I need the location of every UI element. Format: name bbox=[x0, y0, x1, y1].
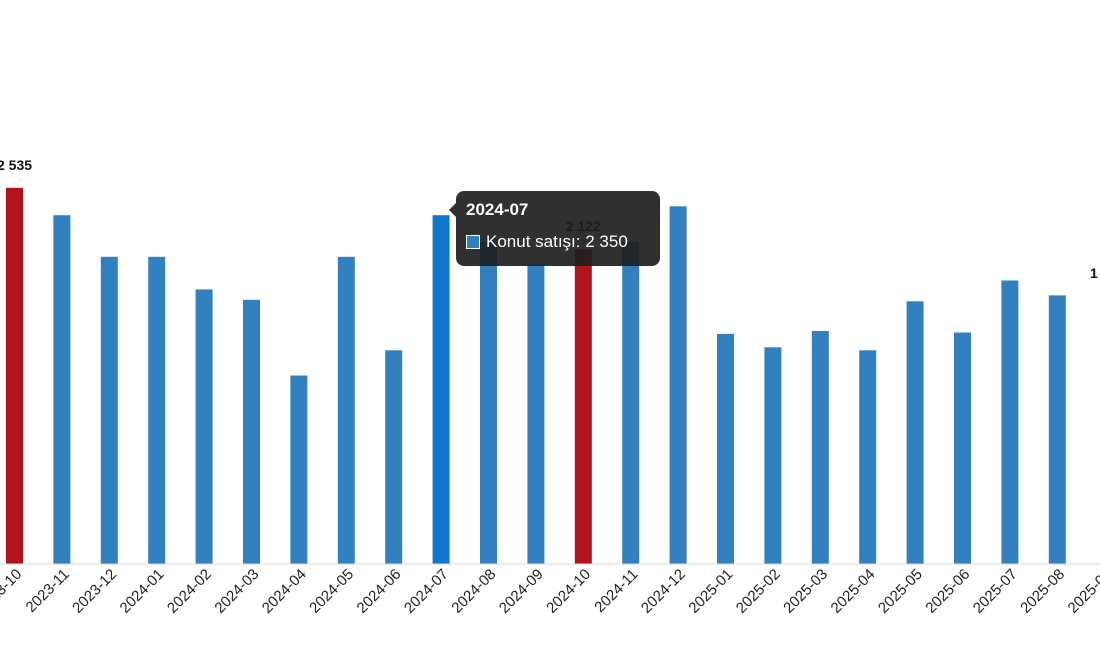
tooltip-row: Konut satışı: 2 350 bbox=[466, 232, 650, 252]
bar-2023-11[interactable] bbox=[53, 215, 71, 564]
bar-2024-10[interactable] bbox=[574, 249, 592, 564]
bar-2025-02[interactable] bbox=[764, 347, 782, 564]
tooltip-swatch bbox=[466, 235, 480, 249]
bar-2025-04[interactable] bbox=[859, 350, 877, 564]
x-tick-label-2025-08: 2025-08 bbox=[1017, 566, 1068, 617]
x-tick-label-2024-11: 2024-11 bbox=[591, 566, 641, 616]
bar-2023-10[interactable] bbox=[6, 187, 23, 565]
x-tick-label-2024-06: 2024-06 bbox=[354, 566, 405, 617]
x-tick-label-2023-12: 2023-12 bbox=[69, 566, 120, 617]
bar-2025-06[interactable] bbox=[954, 332, 971, 565]
tooltip-title: 2024-07 bbox=[466, 200, 529, 219]
tooltip-value: 2 350 bbox=[585, 232, 628, 251]
bar-2024-03[interactable] bbox=[243, 299, 260, 564]
x-tick-labels-group: 2023-102023-112023-122024-012024-022024-… bbox=[0, 566, 1100, 617]
x-tick-label-2025-04: 2025-04 bbox=[828, 566, 879, 617]
x-tick-label-2025-06: 2025-06 bbox=[922, 566, 973, 617]
bar-2025-03[interactable] bbox=[811, 331, 829, 564]
x-tick-label-2025-05: 2025-05 bbox=[875, 566, 926, 617]
bar-2025-07[interactable] bbox=[1001, 280, 1019, 565]
bar-2025-01[interactable] bbox=[717, 333, 734, 564]
x-tick-label-2024-01: 2024-01 bbox=[117, 566, 168, 617]
data-label-2025-09: 1 bbox=[1090, 265, 1098, 281]
bar-2024-08[interactable] bbox=[480, 241, 497, 564]
x-tick-label-2024-10: 2024-10 bbox=[543, 566, 594, 617]
bar-2024-07[interactable] bbox=[432, 215, 450, 564]
data-label-2023-10: 2 535 bbox=[0, 157, 32, 173]
bar-2024-06[interactable] bbox=[385, 350, 403, 564]
x-tick-label-2024-07: 2024-07 bbox=[401, 566, 452, 617]
x-tick-label-2024-03: 2024-03 bbox=[211, 566, 262, 617]
x-tick-label-2025-09: 2025-09 bbox=[1065, 566, 1100, 617]
tooltip: 2024-07 Konut satışı: 2 350 bbox=[449, 191, 660, 266]
x-tick-label-2023-10: 2023-10 bbox=[0, 566, 25, 617]
bar-2024-11[interactable] bbox=[622, 241, 640, 564]
bar-2025-08[interactable] bbox=[1048, 295, 1066, 564]
x-tick-label-2024-05: 2024-05 bbox=[306, 566, 357, 617]
bar-2023-12[interactable] bbox=[100, 256, 118, 564]
bars-group bbox=[6, 187, 1066, 565]
bar-2024-02[interactable] bbox=[195, 289, 213, 564]
x-tick-label-2025-07: 2025-07 bbox=[970, 566, 1021, 617]
tooltip-separator: : bbox=[575, 232, 586, 251]
x-tick-label-2025-01: 2025-01 bbox=[685, 566, 736, 617]
x-tick-label-2025-02: 2025-02 bbox=[733, 566, 784, 617]
tooltip-series-label: Konut satışı bbox=[486, 232, 576, 251]
bar-2024-01[interactable] bbox=[148, 256, 166, 564]
x-tick-label-2024-04: 2024-04 bbox=[259, 566, 310, 617]
x-tick-label-2024-09: 2024-09 bbox=[496, 566, 547, 617]
x-tick-label-2025-03: 2025-03 bbox=[780, 566, 831, 617]
bar-2024-05[interactable] bbox=[337, 256, 355, 564]
bar-2025-05[interactable] bbox=[906, 301, 924, 564]
x-tick-label-2024-12: 2024-12 bbox=[638, 566, 689, 617]
x-tick-label-2024-08: 2024-08 bbox=[448, 566, 499, 617]
x-tick-label-2023-11: 2023-11 bbox=[23, 566, 73, 616]
bar-2024-04[interactable] bbox=[290, 375, 308, 565]
bar-2024-09[interactable] bbox=[527, 264, 545, 564]
x-tick-label-2024-02: 2024-02 bbox=[164, 566, 215, 617]
bar-2024-12[interactable] bbox=[669, 206, 687, 565]
